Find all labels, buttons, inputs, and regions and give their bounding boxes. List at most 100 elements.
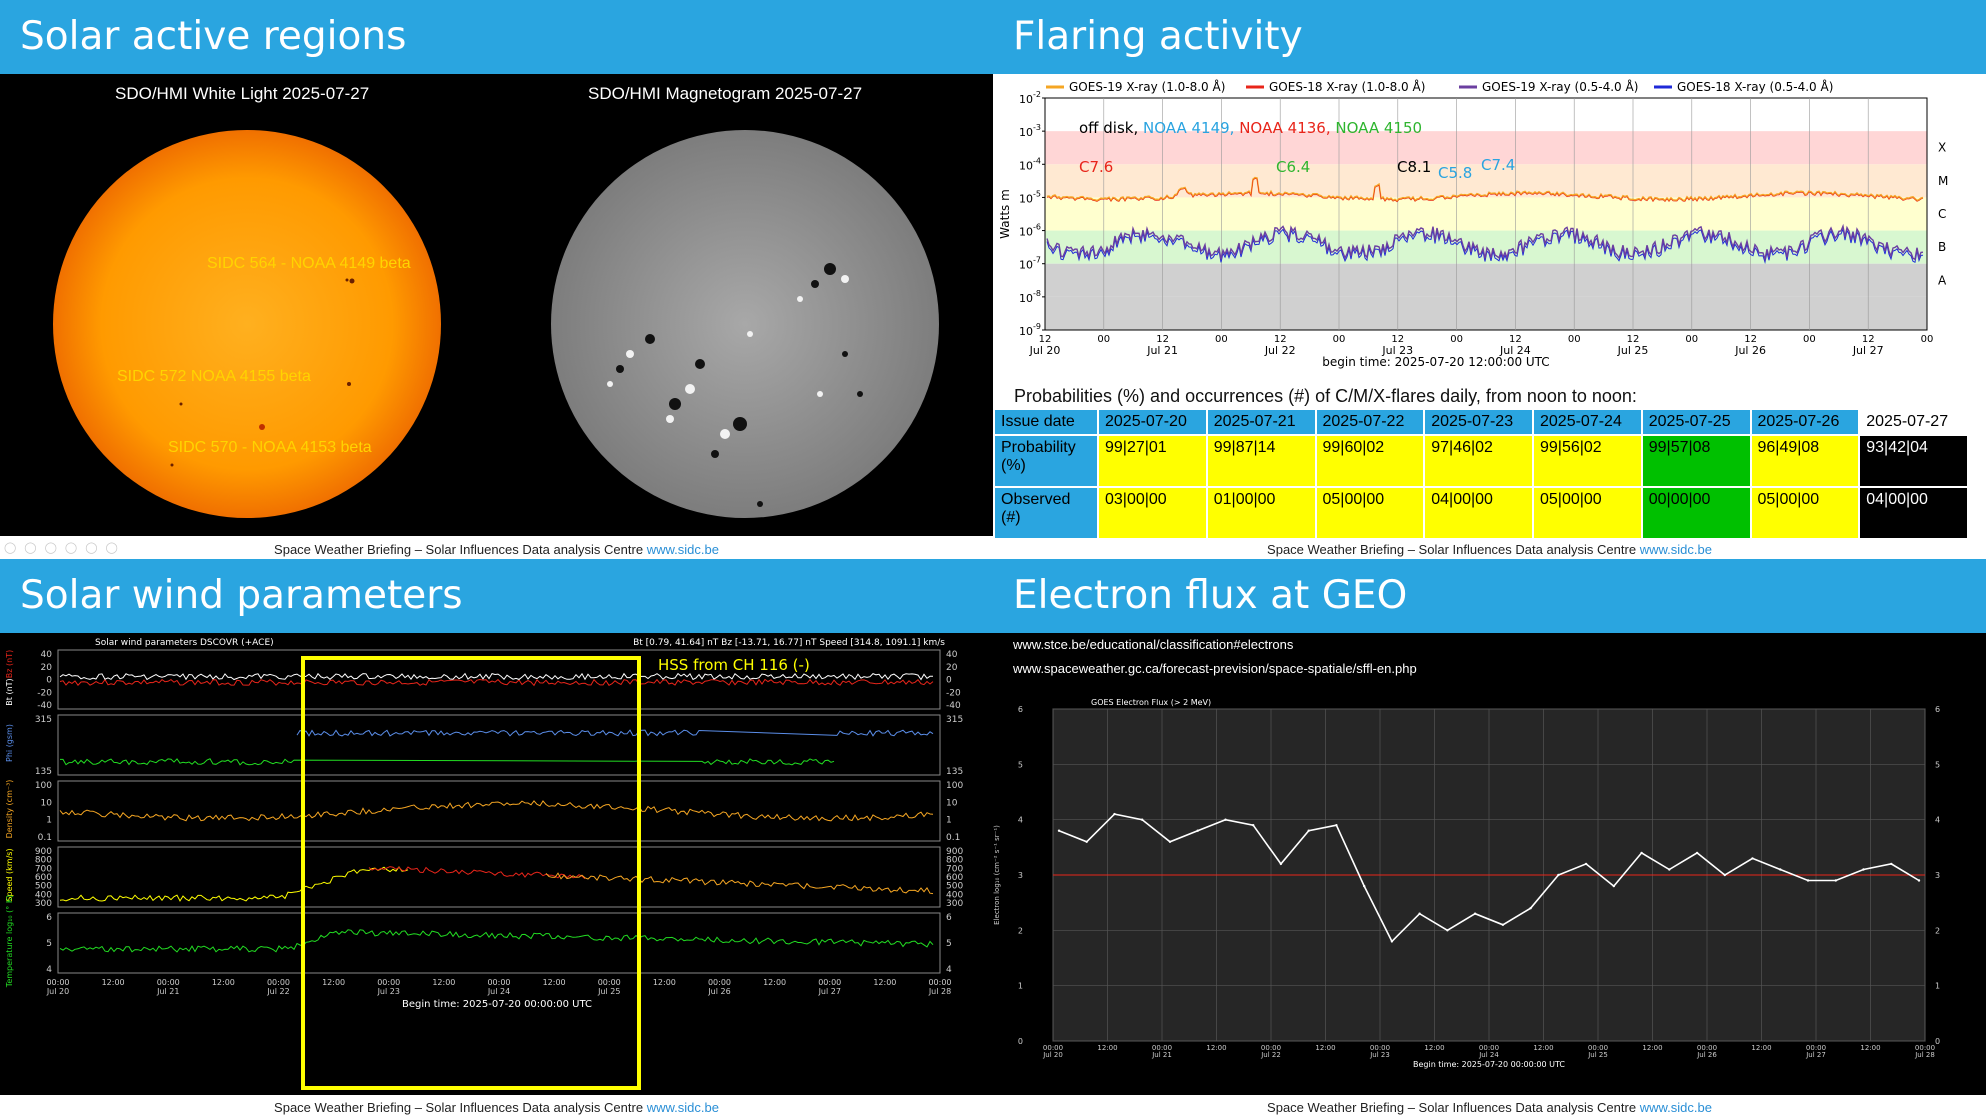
header-cell-date: 2025-07-25 bbox=[1640, 408, 1752, 436]
x-tick-label: 12:00 bbox=[543, 978, 566, 987]
x-date-label: Jul 22 bbox=[266, 987, 289, 996]
x-date-label: Jul 27 bbox=[818, 987, 841, 996]
quadrant-flaring-activity: Flaring activity GOES-19 X-ray (1.0-8.0 … bbox=[993, 0, 1986, 559]
footer: Space Weather Briefing – Solar Influence… bbox=[274, 542, 719, 557]
y-tick-label: 3 bbox=[1018, 871, 1023, 880]
class-band bbox=[1045, 98, 1927, 132]
y-tick-label: 10 bbox=[1019, 126, 1033, 139]
y-tick-label-right: 0 bbox=[946, 676, 952, 686]
flare-label: C8.1 bbox=[1397, 158, 1431, 176]
y-tick-label-right: 6 bbox=[1935, 705, 1940, 714]
legend-entry: GOES-18 X-ray (1.0-8.0 Å) bbox=[1269, 79, 1425, 94]
y-tick-label-right: 400 bbox=[946, 890, 963, 900]
begin-time: begin time: 2025-07-20 12:00:00 UTC bbox=[1322, 355, 1549, 369]
data-point bbox=[1806, 879, 1810, 882]
data-point bbox=[1612, 884, 1615, 888]
y-tick-label-right: 20 bbox=[946, 663, 958, 673]
y-tick-label: 0.1 bbox=[38, 833, 52, 843]
x-tick-label: 00:00 bbox=[157, 978, 180, 987]
y-tick-label: 4 bbox=[46, 965, 52, 975]
forecast-link[interactable]: www.spaceweather.gc.ca/forecast-previsio… bbox=[1013, 661, 1417, 676]
y-tick-label: 6 bbox=[46, 913, 52, 923]
annotation-part: off disk, bbox=[1079, 119, 1143, 137]
x-tick-label: 00:00 bbox=[487, 978, 510, 987]
y-tick-label: 500 bbox=[35, 882, 52, 892]
legend-entry: GOES-19 X-ray (1.0-8.0 Å) bbox=[1069, 79, 1225, 94]
sidc-link[interactable]: www.sidc.be bbox=[646, 1100, 719, 1115]
x-date-label: Jul 22 bbox=[1260, 1051, 1281, 1059]
x-tick-label: 00 bbox=[1803, 334, 1816, 345]
x-tick-label: 00:00 bbox=[1370, 1044, 1390, 1052]
data-point bbox=[1141, 818, 1144, 821]
y-tick-label: 10 bbox=[1019, 93, 1033, 106]
y-tick-label-right: 3 bbox=[1935, 871, 1940, 880]
probability-title: Probabilities (%) and occurrences (#) of… bbox=[1014, 386, 1637, 406]
sub-panel-frame bbox=[57, 846, 941, 908]
y-tick-label: 10 bbox=[1019, 292, 1033, 305]
x-tick-label: 12:00 bbox=[432, 978, 455, 987]
data-point bbox=[1168, 840, 1172, 843]
footer: Space Weather Briefing – Solar Influence… bbox=[1267, 1100, 1712, 1115]
y-tick-label: 1 bbox=[1018, 982, 1023, 991]
y-tick-label: 5 bbox=[1018, 760, 1023, 769]
header-cell-date: 2025-07-22 bbox=[1314, 408, 1426, 436]
flare-label: C7.4 bbox=[1481, 156, 1515, 174]
flare-label: C6.4 bbox=[1276, 158, 1310, 176]
sidc-link[interactable]: www.sidc.be bbox=[646, 542, 719, 557]
x-date-label: Jul 24 bbox=[1499, 344, 1531, 357]
y-tick-label-right: 5 bbox=[946, 939, 952, 949]
quadrant-solar-active-regions: Solar active regions SDO/HMI White Light… bbox=[0, 0, 993, 559]
data-point bbox=[1668, 868, 1671, 871]
footer: Space Weather Briefing – Solar Influence… bbox=[1267, 542, 1712, 557]
series-goes18-long bbox=[1046, 178, 1924, 203]
row-label: Probability (%) bbox=[993, 434, 1099, 488]
sidc-link[interactable]: www.sidc.be bbox=[1639, 542, 1712, 557]
y-tick-label-right: 5 bbox=[1935, 760, 1940, 769]
flare-label: C7.6 bbox=[1079, 158, 1113, 176]
x-tick-label: 00 bbox=[1097, 334, 1110, 345]
x-tick-label: 00 bbox=[1333, 334, 1346, 345]
x-tick-label: 00:00 bbox=[708, 978, 731, 987]
x-tick-label: 00 bbox=[1921, 334, 1934, 345]
panel-label: Phi (gsm) bbox=[5, 724, 14, 762]
table-row-probability: Probability (%) 99|27|01 99|87|14 99|60|02 9… bbox=[993, 434, 1969, 488]
data-point bbox=[1862, 868, 1865, 871]
table-cell: 00|00|00 bbox=[1640, 486, 1752, 540]
data-point bbox=[1917, 879, 1921, 882]
class-band bbox=[1045, 296, 1927, 330]
table-cell: 03|00|00 bbox=[1097, 486, 1208, 540]
y-tick-label: 600 bbox=[35, 873, 52, 883]
data-point bbox=[1113, 812, 1116, 816]
classification-link[interactable]: www.stce.be/educational/classification#e… bbox=[1013, 637, 1294, 652]
data-point bbox=[1446, 929, 1449, 932]
y-tick-label-right: 900 bbox=[946, 847, 963, 857]
y-tick-exponent: -7 bbox=[1033, 256, 1041, 265]
data-point bbox=[1307, 829, 1310, 832]
x-date-label: Jul 21 bbox=[156, 987, 179, 996]
y-tick-label-right: 4 bbox=[1935, 816, 1940, 825]
begin-time: Begin time: 2025-07-20 00:00:00 UTC bbox=[402, 999, 592, 1010]
data-point bbox=[1418, 912, 1421, 915]
y-tick-exponent: -2 bbox=[1033, 90, 1041, 99]
x-tick-label: 00:00 bbox=[1152, 1044, 1172, 1052]
x-date-label: Jul 25 bbox=[1617, 344, 1649, 357]
y-tick-label-right: 700 bbox=[946, 864, 963, 874]
series-trace bbox=[59, 866, 409, 902]
sidc-link[interactable]: www.sidc.be bbox=[1639, 1100, 1712, 1115]
series-goes19-short bbox=[1046, 223, 1924, 262]
x-tick-label: 00:00 bbox=[1261, 1044, 1281, 1052]
y-tick-label-right: 300 bbox=[946, 899, 963, 909]
header-cell-date: 2025-07-20 bbox=[1097, 408, 1208, 436]
class-band bbox=[1045, 263, 1927, 297]
y-tick-label: 10 bbox=[1019, 325, 1033, 338]
x-date-label: Jul 27 bbox=[1852, 344, 1884, 357]
active-region-label: SIDC 570 - NOAA 4153 beta bbox=[168, 439, 372, 456]
table-cell: 01|00|00 bbox=[1205, 486, 1317, 540]
x-date-label: Jul 25 bbox=[597, 987, 620, 996]
x-date-label: Jul 26 bbox=[1696, 1051, 1717, 1059]
y-tick-label: 5 bbox=[46, 939, 52, 949]
header-cell-date: 2025-07-23 bbox=[1423, 408, 1534, 436]
data-point bbox=[1584, 862, 1588, 866]
x-tick-label: 00:00 bbox=[1806, 1044, 1826, 1052]
